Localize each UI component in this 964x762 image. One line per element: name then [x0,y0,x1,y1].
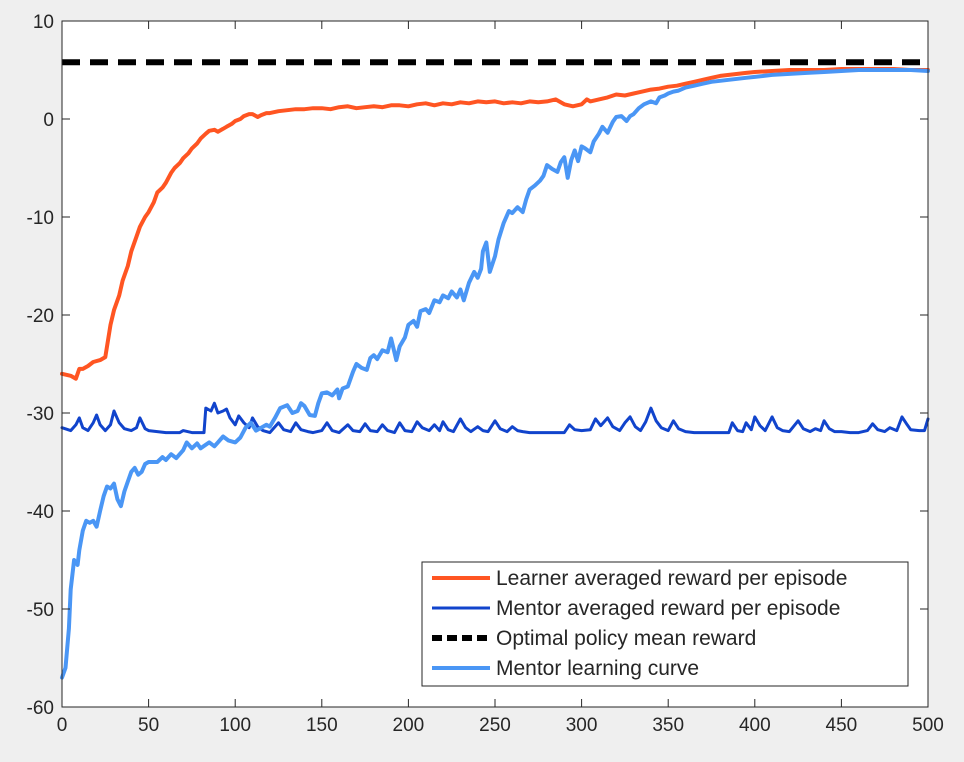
tick-layer: 0 50 100 150 200 250 300 350 400 450 500-60-50-40-… [27,12,944,736]
legend-label: Mentor learning curve [496,657,699,680]
x-tick-label: 200 [393,715,425,736]
x-tick-label: 400 [739,715,771,736]
y-tick-label: -10 [27,208,54,229]
series-layer [60,59,930,680]
y-tick-label: -20 [27,306,54,327]
y-tick-label: -40 [27,502,54,523]
legend-label: Optimal policy mean reward [496,627,756,650]
legend-box [421,561,909,687]
x-tick-label: 50 [138,715,159,736]
series-line-1 [60,401,930,435]
legend-label: Learner averaged reward per episode [496,567,847,590]
x-tick-label: 450 [826,715,858,736]
y-tick-label: 10 [33,12,54,33]
series-line-3 [60,68,930,680]
y-tick-label: -30 [27,404,54,425]
x-tick-label: 350 [652,715,684,736]
x-tick-label: 0 [57,715,68,736]
series-line-0 [60,67,930,381]
legend: Learner averaged reward per episode Mento… [421,561,909,687]
legend-label: Mentor averaged reward per episode [496,597,840,620]
y-tick-label: 0 [43,110,54,131]
x-tick-label: 250 [479,715,511,736]
y-tick-label: -50 [27,600,54,621]
y-tick-label: -60 [27,698,54,719]
x-tick-label: 150 [306,715,338,736]
x-tick-label: 500 [912,715,944,736]
x-tick-label: 300 [566,715,598,736]
x-tick-label: 100 [219,715,251,736]
